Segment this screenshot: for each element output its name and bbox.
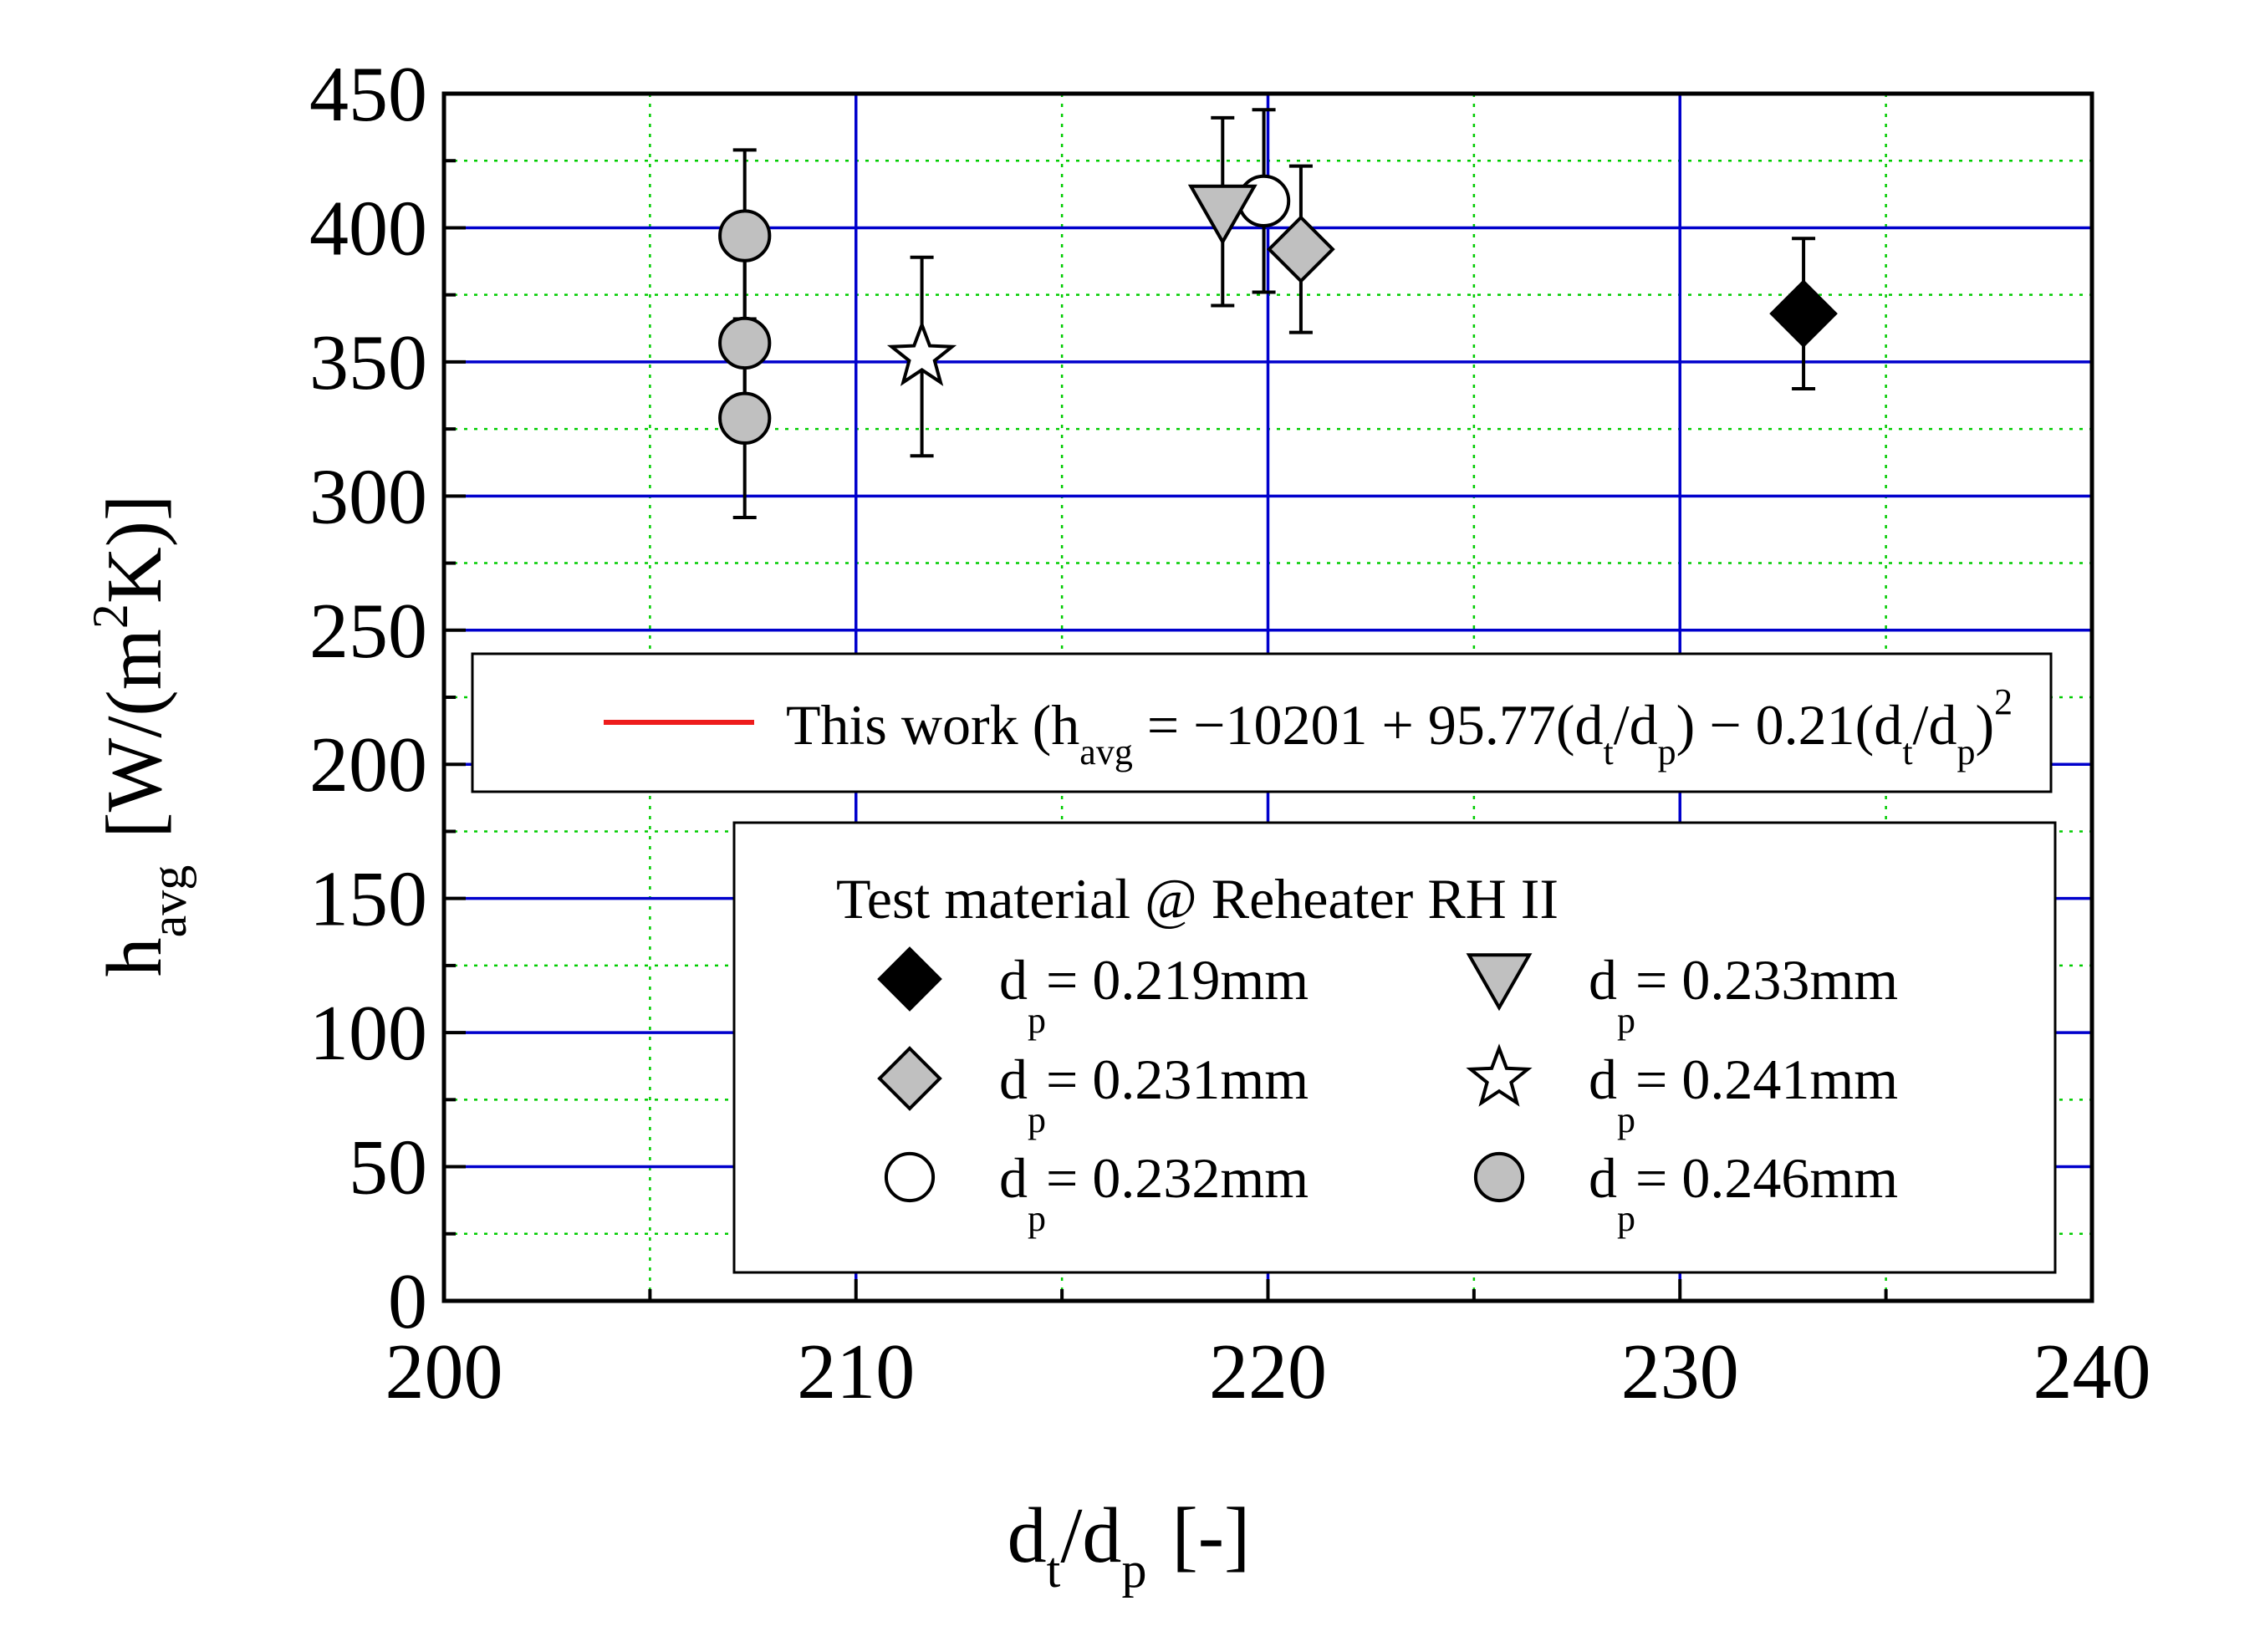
legend-entry-label: dp= 0.219mm [999,948,1309,1041]
y-tick-label: 300 [309,453,427,540]
legend-entry-label: dp= 0.246mm [1589,1146,1898,1239]
marker-legend-box [732,821,2057,1274]
y-tick-label: 350 [309,319,427,406]
fit-legend-label: This work (havg = −10201 + 95.77(dt/dp) … [786,681,2013,772]
data-point [1187,184,1258,246]
data-point [718,316,772,370]
y-tick-label: 250 [309,588,427,675]
legend-marker [1466,953,1533,1012]
y-tick-label: 50 [349,1124,427,1211]
x-tick-label: 210 [797,1328,915,1415]
legend-entry-label: dp= 0.233mm [1589,948,1898,1041]
x-tick-label: 220 [1209,1328,1327,1415]
legend-marker [884,1151,936,1203]
x-tick-labels: 200 210 220 230 240 [385,1328,2151,1415]
marker-legend: Test material @ Reheater RH II dp= 0.219… [732,821,2057,1274]
legend-entry-label: dp= 0.231mm [999,1048,1309,1140]
legend-marker [877,1046,942,1111]
y-tick-label: 450 [309,51,427,138]
x-tick-label: 240 [2033,1328,2151,1415]
legend-entry-label: dp= 0.232mm [999,1146,1309,1239]
y-tick-label: 400 [309,185,427,272]
legend-entry-label: dp= 0.241mm [1589,1048,1898,1140]
y-tick-label: 0 [388,1258,427,1345]
data-point [1769,279,1838,348]
axis-ticks [442,92,2094,1303]
marker-legend-title: Test material @ Reheater RH II [836,867,1559,931]
legend-marker [1473,1151,1525,1203]
y-tick-label: 100 [309,990,427,1077]
x-tick-label: 230 [1621,1328,1739,1415]
data-point [718,391,772,445]
data-point [718,209,772,263]
fit-legend: This work (havg = −10201 + 95.77(dt/dp) … [471,652,2053,793]
data-point [1267,215,1335,283]
y-tick-label: 150 [309,856,427,943]
data-point [886,319,957,386]
x-axis-title: dt/dp [-] [1008,1492,1251,1598]
legend-marker [1466,1043,1533,1107]
data-points [718,108,1838,520]
y-axis-title: havg[W/(m2K)] [83,495,196,977]
y-tick-labels: 0 50 100 150 200 250 300 350 400 450 [309,51,427,1345]
x-tick-label: 200 [385,1328,503,1415]
y-tick-label: 200 [309,721,427,808]
legend-marker [877,946,942,1012]
